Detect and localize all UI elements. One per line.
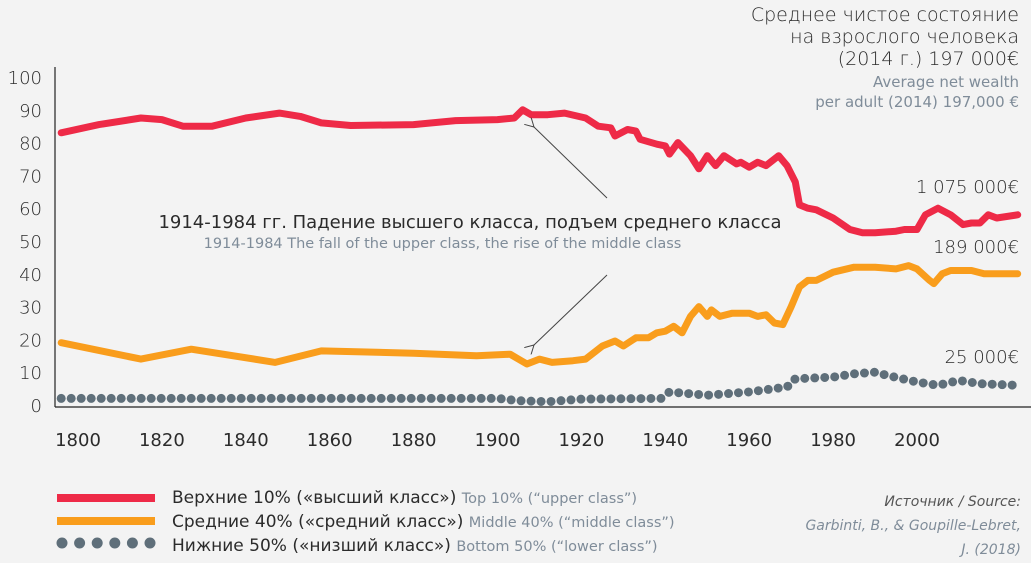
y-tick-label: 0 xyxy=(31,396,42,417)
title-en-1: Average net wealth xyxy=(873,73,1019,91)
annotation-en: 1914-1984 The fall of the upper class, t… xyxy=(203,236,682,252)
legend-item-middle: Средние 40% («средний класс») Middle 40%… xyxy=(172,511,675,535)
x-tick-label: 1920 xyxy=(558,430,604,451)
annotation-arrow-upper xyxy=(534,127,608,199)
source-line1: Garbinti, B., & Goupille-Lebret, xyxy=(805,518,1021,534)
series-line-top xyxy=(57,106,1022,237)
title-en-2: per adult (2014) 197,000 € xyxy=(815,93,1019,111)
y-tick-label: 10 xyxy=(19,363,42,384)
y-tick-label: 40 xyxy=(19,265,42,286)
legend-top-ru: Верхние 10% («высший класс») xyxy=(172,488,457,508)
x-tick-label: 1840 xyxy=(223,430,269,451)
source-label-en: Source: xyxy=(967,494,1021,510)
x-tick-label: 1960 xyxy=(726,430,772,451)
x-tick-label: 2000 xyxy=(894,430,940,451)
source-line2: J. (2018) xyxy=(961,542,1021,558)
y-tick-label: 90 xyxy=(19,101,42,122)
y-tick-label: 80 xyxy=(19,134,42,155)
x-tick-label: 1880 xyxy=(391,430,437,451)
legend-top-en: Top 10% (“upper class”) xyxy=(461,491,638,507)
chart-title: Среднее чистое состояние на взрослого че… xyxy=(751,4,1019,112)
y-tick-label: 60 xyxy=(19,199,42,220)
y-tick-label: 50 xyxy=(19,232,42,253)
y-tick-label: 20 xyxy=(19,330,42,351)
source-note: Источник / Source: Garbinti, B., & Goupi… xyxy=(805,490,1021,562)
legend-item-bottom: Нижние 50% («низший класс») Bottom 50% (… xyxy=(172,535,675,559)
legend-bottom-ru: Нижние 50% («низший класс») xyxy=(172,536,451,556)
legend-swatches xyxy=(56,494,156,549)
x-tick-label: 1980 xyxy=(810,430,856,451)
series-line-bottom xyxy=(56,367,1023,407)
y-tick-label: 70 xyxy=(19,166,42,187)
legend-middle-en: Middle 40% (“middle class”) xyxy=(468,515,675,531)
x-tick-label: 1900 xyxy=(475,430,521,451)
annotation-arrow-middle xyxy=(534,274,608,345)
source-label-ru: Источник xyxy=(884,494,955,510)
legend-bottom-en: Bottom 50% (“lower class”) xyxy=(456,539,658,555)
x-tick-label: 1820 xyxy=(139,430,185,451)
x-tick-label: 1800 xyxy=(55,430,101,451)
legend-item-top: Верхние 10% («высший класс») Top 10% (“u… xyxy=(172,487,675,511)
legend-middle-ru: Средние 40% («средний класс») xyxy=(172,512,464,532)
title-ru-2: на взрослого человека xyxy=(790,26,1019,48)
end-label-middle: 189 000€ xyxy=(933,237,1019,258)
annotation-ru: 1914-1984 гг. Падение высшего класса, по… xyxy=(158,212,782,233)
end-label-top: 1 075 000€ xyxy=(915,177,1019,198)
title-ru-1: Среднее чистое состояние xyxy=(750,4,1019,26)
y-tick-label: 30 xyxy=(19,298,42,319)
end-label-bottom: 25 000€ xyxy=(944,347,1019,368)
legend: Верхние 10% («высший класс») Top 10% (“u… xyxy=(172,487,675,559)
series-line-middle xyxy=(57,262,1022,368)
title-ru-3: (2014 г.) 197 000€ xyxy=(837,48,1019,70)
y-tick-label: 100 xyxy=(8,68,42,89)
x-tick-label: 1940 xyxy=(642,430,688,451)
x-tick-label: 1860 xyxy=(307,430,353,451)
